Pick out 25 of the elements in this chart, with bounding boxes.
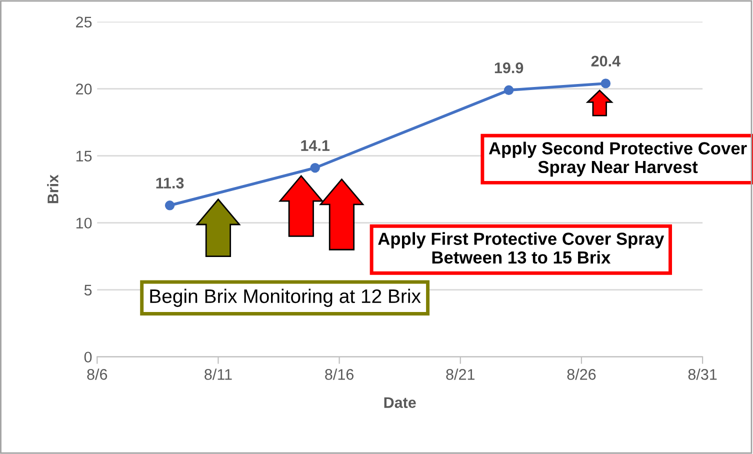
point: [164, 200, 175, 210]
point: [600, 78, 611, 88]
y-tick-label: 10: [76, 218, 92, 229]
y-axis-title: Brix: [47, 174, 58, 204]
data-label: 20.4: [591, 56, 620, 67]
y-tick-label: 15: [76, 150, 92, 162]
y-tick-label: 5: [84, 284, 92, 296]
y-tick-label: 0: [84, 352, 92, 363]
x-tick-label: 8/11: [204, 368, 232, 380]
data-label: 19.9: [494, 62, 524, 74]
x-tick-label: 8/26: [567, 368, 596, 380]
x-tick-label: 8/6: [87, 368, 108, 380]
x-tick-label: 8/16: [325, 368, 354, 380]
y-tick-label: 25: [76, 16, 92, 28]
data-label: 11.3: [156, 178, 184, 189]
x-axis-title: Date: [384, 397, 416, 408]
y-tick-label: 20: [76, 84, 92, 94]
x-tick-label: 8/21: [446, 368, 475, 380]
annotation: Begin Brix Monitoring at 12 Brix: [150, 288, 421, 307]
point: [504, 85, 514, 96]
annotation: Apply First Protective Cover Spray Between 13 to 15 Brix: [378, 232, 664, 264]
data-label: 14.1: [301, 140, 330, 151]
point: [310, 163, 320, 173]
annotation: Apply Second Protective Cover Spray Near Harvest: [488, 142, 747, 177]
x-tick-label: 8/31: [688, 368, 717, 380]
